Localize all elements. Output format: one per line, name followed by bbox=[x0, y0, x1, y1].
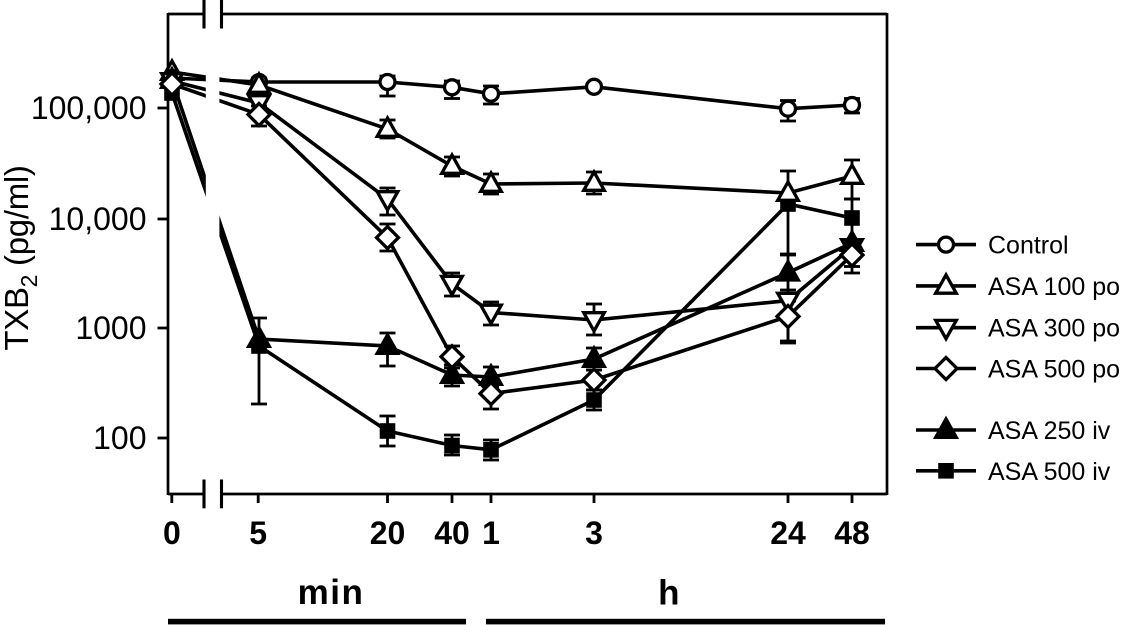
svg-text:20: 20 bbox=[370, 515, 406, 551]
svg-text:3: 3 bbox=[585, 515, 603, 551]
svg-text:0: 0 bbox=[163, 515, 181, 551]
svg-text:ASA 500 po: ASA 500 po bbox=[988, 356, 1120, 384]
svg-text:1: 1 bbox=[482, 515, 500, 551]
svg-text:ASA 500 iv: ASA 500 iv bbox=[988, 458, 1111, 486]
svg-text:100,000: 100,000 bbox=[31, 90, 147, 126]
svg-text:1000: 1000 bbox=[75, 310, 146, 346]
svg-text:24: 24 bbox=[770, 515, 806, 551]
svg-text:48: 48 bbox=[834, 515, 870, 551]
svg-text:40: 40 bbox=[434, 515, 470, 551]
svg-text:100: 100 bbox=[93, 420, 146, 456]
svg-text:10,000: 10,000 bbox=[49, 201, 147, 237]
svg-text:ASA 100 po: ASA 100 po bbox=[988, 273, 1120, 301]
svg-text:min: min bbox=[298, 573, 365, 612]
svg-text:5: 5 bbox=[249, 515, 267, 551]
svg-text:ASA 300 po: ASA 300 po bbox=[988, 315, 1120, 343]
svg-text:Control: Control bbox=[988, 232, 1069, 260]
svg-text:h: h bbox=[658, 574, 679, 613]
svg-text:ASA 250 iv: ASA 250 iv bbox=[988, 417, 1111, 445]
